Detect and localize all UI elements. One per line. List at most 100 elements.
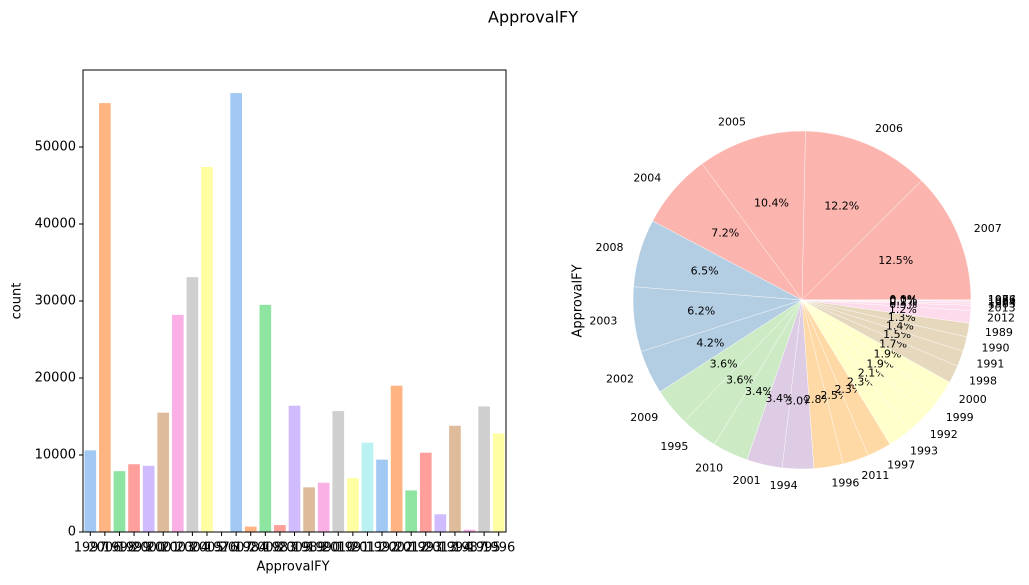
x-tick-label: 2011 xyxy=(351,541,384,556)
y-tick-label: 50000 xyxy=(35,140,76,155)
x-tick-label: 1991 xyxy=(336,541,369,556)
x-tick-label: 2004 xyxy=(176,541,209,556)
y-tick-label: 20000 xyxy=(35,371,76,386)
slice-percent: 0.0% xyxy=(889,293,917,306)
x-tick-label: 2009 xyxy=(278,541,311,556)
x-tick-label: 1990 xyxy=(307,541,340,556)
pie-y-label: ApprovalFY xyxy=(571,264,586,337)
slice-label: 1992 xyxy=(930,428,958,441)
bar xyxy=(259,304,272,532)
slice-label: 1997 xyxy=(887,458,915,471)
bar xyxy=(274,525,286,532)
y-axis-label: count xyxy=(10,283,25,320)
slice-label: 2002 xyxy=(606,373,634,386)
slice-label: 1987 xyxy=(988,294,1016,307)
slice-percent: 3.6% xyxy=(710,357,738,370)
x-tick-label: 1987 xyxy=(453,541,486,556)
bar xyxy=(201,167,213,532)
slice-percent: 3.6% xyxy=(726,373,754,386)
x-axis-label: ApprovalFY xyxy=(256,560,329,575)
slice-label: 1995 xyxy=(660,440,688,453)
x-tick-label: 2012 xyxy=(395,541,428,556)
y-tick-label: 10000 xyxy=(35,448,76,463)
slice-label: 2007 xyxy=(974,222,1002,235)
slice-percent: 2.8% xyxy=(804,393,832,406)
slice-label: 2001 xyxy=(733,474,761,487)
x-tick-label: 1992 xyxy=(365,541,398,556)
slice-label: 2009 xyxy=(630,411,658,424)
slice-percent: 10.4% xyxy=(754,196,789,209)
slice-label: 1999 xyxy=(946,411,974,424)
slice-label: 2003 xyxy=(589,315,617,328)
bar xyxy=(449,425,461,532)
slice-label: 1984 xyxy=(988,295,1016,308)
slice-percent: 4.2% xyxy=(696,336,724,349)
slice-label: 2012 xyxy=(987,312,1015,325)
slice-label: 2013 xyxy=(988,302,1016,315)
bar xyxy=(157,412,170,532)
bar xyxy=(128,464,140,532)
slice-percent: 7.2% xyxy=(711,227,739,240)
slice-label: 1991 xyxy=(976,358,1004,371)
x-tick-label: 2007 xyxy=(220,541,253,556)
figure-title: ApprovalFY xyxy=(488,8,578,27)
x-tick-label: 2000 xyxy=(132,541,165,556)
x-tick-label: 2002 xyxy=(380,541,413,556)
bar xyxy=(142,465,155,532)
bar xyxy=(171,314,184,532)
slice-label: 1990 xyxy=(981,341,1009,354)
slice-label: 2008 xyxy=(595,241,623,254)
bar xyxy=(376,459,388,532)
x-tick-label: 2013 xyxy=(424,541,457,556)
x-tick-label: 1996 xyxy=(482,541,515,556)
x-tick-label: 2001 xyxy=(147,541,180,556)
x-tick-label: 1984 xyxy=(234,541,267,556)
bar xyxy=(288,405,301,532)
y-tick-label: 30000 xyxy=(35,294,76,309)
bar xyxy=(390,385,403,532)
bar xyxy=(361,442,374,532)
slice-label: 1993 xyxy=(910,444,938,457)
x-tick-label: 1998 xyxy=(103,541,136,556)
bar xyxy=(434,514,447,532)
bar xyxy=(405,490,418,532)
axes-frame xyxy=(82,69,507,533)
bar xyxy=(347,478,359,532)
x-tick-label: 2008 xyxy=(249,541,282,556)
slice-percent: 12.2% xyxy=(824,200,859,213)
slice-percent: 12.5% xyxy=(878,254,913,267)
x-tick-label: 1993 xyxy=(409,541,442,556)
pie-slice xyxy=(801,130,922,301)
slice-percent: 3.0% xyxy=(786,394,814,407)
slice-label: 1994 xyxy=(770,479,798,492)
bar xyxy=(113,471,126,532)
slice-label: 2011 xyxy=(861,469,889,482)
slice-percent: 3.4% xyxy=(745,385,773,398)
x-tick-label: 2003 xyxy=(161,541,194,556)
slice-label: 2004 xyxy=(633,171,661,184)
slice-label: 1998 xyxy=(969,375,997,388)
bar xyxy=(492,433,505,532)
slice-label: 2006 xyxy=(875,122,903,135)
slice-label: 2005 xyxy=(718,116,746,129)
pie-slice xyxy=(701,130,806,301)
bar xyxy=(463,529,476,532)
bar xyxy=(99,103,111,533)
x-tick-label: 1983 xyxy=(263,541,296,556)
slice-percent: 6.2% xyxy=(687,305,715,318)
bar xyxy=(186,277,199,532)
bar xyxy=(478,406,490,532)
y-tick-label: 0 xyxy=(68,525,76,540)
slice-percent: 6.5% xyxy=(691,265,719,278)
x-tick-label: 1997 xyxy=(74,541,107,556)
bar xyxy=(332,411,345,532)
slice-label: 2010 xyxy=(695,461,723,474)
bar xyxy=(303,487,315,532)
slice-label: 1976 xyxy=(988,293,1016,306)
slice-label: 1983 xyxy=(988,298,1016,311)
x-tick-label: 1999 xyxy=(118,541,151,556)
bar xyxy=(419,452,432,532)
slice-label: 2000 xyxy=(959,393,987,406)
bar xyxy=(230,93,242,532)
